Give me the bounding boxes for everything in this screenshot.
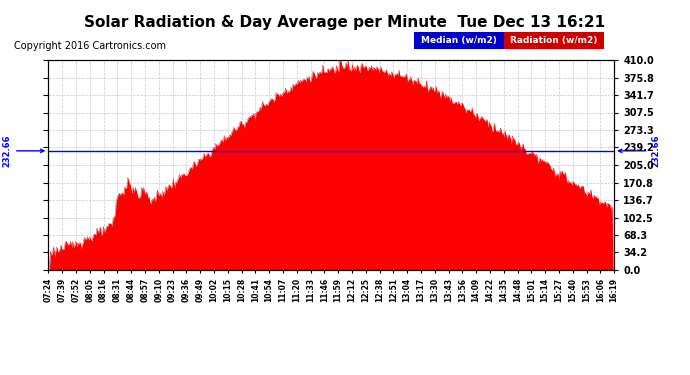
Text: Radiation (w/m2): Radiation (w/m2) [510, 36, 598, 45]
Text: 232.66: 232.66 [618, 135, 660, 167]
Text: Copyright 2016 Cartronics.com: Copyright 2016 Cartronics.com [14, 41, 166, 51]
Text: Median (w/m2): Median (w/m2) [421, 36, 497, 45]
Text: Solar Radiation & Day Average per Minute  Tue Dec 13 16:21: Solar Radiation & Day Average per Minute… [84, 15, 606, 30]
Text: 232.66: 232.66 [2, 135, 44, 167]
